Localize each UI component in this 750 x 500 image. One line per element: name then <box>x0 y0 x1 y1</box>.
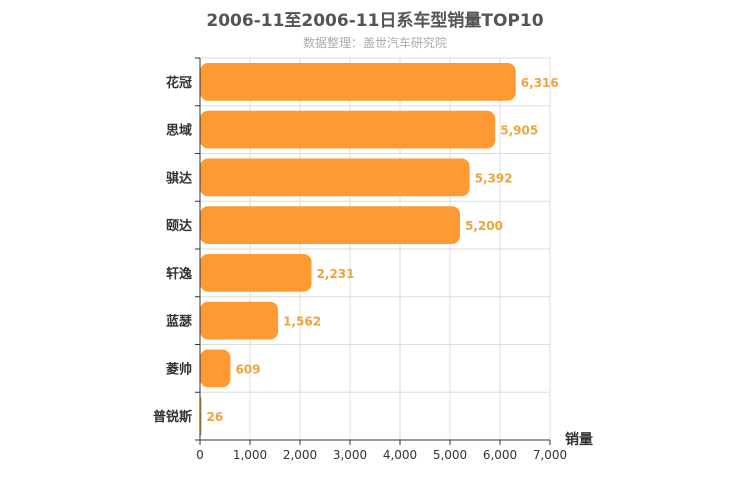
grid <box>200 57 551 440</box>
chart-title: 2006-11至2006-11日系车型销量TOP10 <box>206 11 544 31</box>
value-label: 5,392 <box>475 171 513 185</box>
x-tick-label: 7,000 <box>533 448 567 462</box>
bar-1 <box>200 63 516 101</box>
category-label: 菱帅 <box>166 361 192 377</box>
category-label: 蓝瑟 <box>166 314 192 330</box>
category-label: 普锐斯 <box>153 409 192 425</box>
value-label: 5,200 <box>465 219 503 233</box>
x-tick-label: 1,000 <box>233 448 267 462</box>
chart-subtitle: 数据整理：盖世汽车研究院 <box>302 36 447 50</box>
value-label: 609 <box>235 362 260 376</box>
category-label: 思域 <box>166 123 192 139</box>
value-label: 6,316 <box>521 76 559 90</box>
axes: 0 1,000 2,000 3,000 4,000 5,000 6,000 7,000 花冠思域… <box>153 57 567 462</box>
bar-4 <box>200 206 460 244</box>
x-tick-label: 2,000 <box>283 448 317 462</box>
category-label: 轩逸 <box>166 266 192 282</box>
x-tick-label: 4,000 <box>383 448 417 462</box>
bars: 6,316 5,905 5,392 5,200 2,231 1,562 609 26 <box>200 63 559 435</box>
value-label: 5,905 <box>500 124 538 138</box>
x-axis-title: 销量 <box>565 431 593 448</box>
category-label: 骐达 <box>166 170 192 186</box>
value-label: 2,231 <box>317 267 355 281</box>
x-tick-label: 5,000 <box>433 448 467 462</box>
category-label: 颐达 <box>166 218 192 234</box>
bar-6 <box>200 301 279 340</box>
bar-2 <box>200 110 496 149</box>
value-label: 26 <box>207 410 224 424</box>
x-tick-label: 0 <box>196 448 204 462</box>
bar-5 <box>200 254 312 292</box>
bar-7 <box>200 349 231 388</box>
x-tick-label: 3,000 <box>333 448 367 462</box>
value-label: 1,562 <box>283 315 321 329</box>
category-label: 花冠 <box>166 75 192 91</box>
x-tick-label: 6,000 <box>483 448 517 462</box>
bar-3 <box>200 158 470 197</box>
